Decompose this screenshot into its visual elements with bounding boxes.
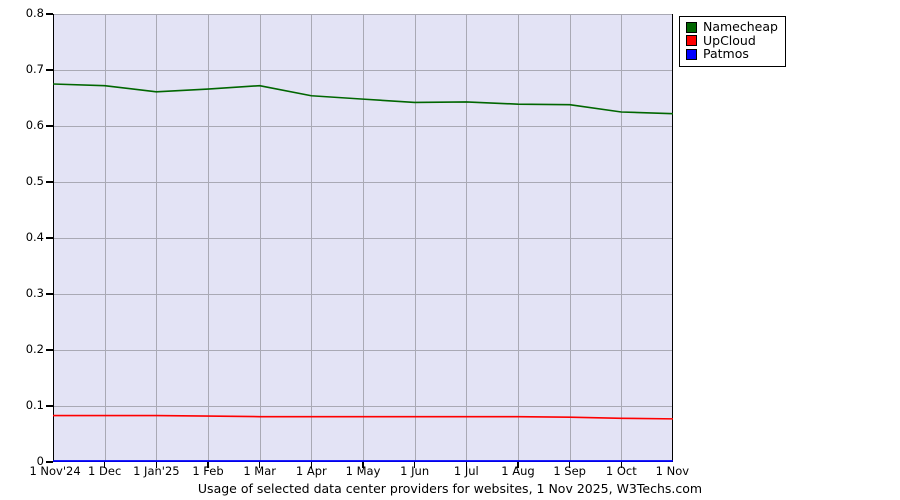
- gridline-vertical: [208, 14, 209, 462]
- x-tick-label: 1 Nov: [655, 464, 690, 478]
- y-tick-mark: [46, 349, 53, 351]
- legend-swatch-icon: [686, 48, 697, 60]
- gridline-vertical: [621, 14, 623, 462]
- legend-label: Patmos: [703, 46, 749, 61]
- x-tick-label: 1 Mar: [243, 464, 276, 478]
- series-line-upcloud: [53, 414, 674, 420]
- x-tick-label: 1 Jun: [400, 464, 430, 478]
- y-tick-mark: [46, 237, 53, 239]
- x-tick-mark: [310, 462, 313, 468]
- legend-label: Namecheap: [703, 19, 778, 34]
- chart-caption: Usage of selected data center providers …: [197, 481, 703, 496]
- y-tick-label: 0.6: [25, 118, 44, 132]
- y-tick-label: 0.2: [25, 342, 44, 356]
- legend-swatch-icon: [686, 35, 697, 47]
- x-tick-label: 1 Jul: [453, 464, 479, 478]
- x-tick-mark: [103, 462, 106, 468]
- series-line-namecheap: [52, 83, 674, 115]
- x-tick-label: 1 Nov'24: [29, 464, 81, 478]
- y-tick-label: 0.4: [25, 230, 44, 244]
- y-tick-label: 0.8: [25, 6, 44, 20]
- y-tick-label: 0.1: [25, 398, 44, 412]
- gridline-vertical: [156, 14, 158, 462]
- legend-item-patmos: Patmos: [686, 46, 778, 61]
- legend-item-namecheap: Namecheap: [686, 19, 778, 34]
- y-tick-mark: [46, 13, 53, 15]
- chart-legend: Namecheap UpCloud Patmos: [679, 16, 786, 67]
- plot-right-spine: [672, 14, 674, 462]
- y-tick-mark: [46, 125, 53, 127]
- y-tick-label: 0.7: [25, 62, 44, 76]
- x-tick-mark: [362, 462, 364, 468]
- legend-swatch-icon: [686, 21, 697, 33]
- y-tick-mark: [46, 405, 53, 407]
- gridline-vertical: [311, 14, 313, 462]
- x-tick-label: 1 Sep: [553, 464, 586, 478]
- x-tick-label: 1 Dec: [88, 464, 122, 478]
- series-lines: [52, 83, 674, 462]
- y-tick-label: 0.5: [25, 174, 44, 188]
- y-tick-label: 0: [36, 454, 44, 468]
- x-tick-mark: [413, 462, 416, 468]
- legend-item-upcloud: UpCloud: [686, 32, 778, 48]
- x-tick-label: 1 Apr: [295, 464, 327, 478]
- gridline-vertical: [104, 14, 106, 462]
- y-tick-mark: [46, 181, 53, 183]
- x-tick-mark: [465, 462, 468, 468]
- y-tick-label: 0.3: [25, 286, 44, 300]
- gridline-vertical: [569, 14, 571, 462]
- gridline-vertical: [466, 14, 468, 462]
- y-tick-mark: [46, 461, 53, 463]
- y-tick-mark: [46, 69, 53, 71]
- x-tick-label: 1 Feb: [192, 464, 224, 478]
- y-tick-mark: [46, 293, 53, 295]
- legend-label: UpCloud: [703, 32, 756, 48]
- x-tick-mark: [258, 462, 261, 468]
- x-tick-label: 1 Jan'25: [133, 464, 180, 478]
- x-tick-mark: [155, 462, 158, 468]
- gridline-vertical: [414, 14, 416, 462]
- x-tick-mark: [207, 462, 209, 468]
- gridline-vertical: [518, 14, 519, 462]
- x-tick-mark: [517, 462, 519, 468]
- x-tick-mark: [568, 462, 571, 468]
- x-tick-label: 1 May: [345, 464, 381, 478]
- gridline-vertical: [363, 14, 364, 462]
- x-tick-label: 1 Aug: [501, 464, 535, 478]
- x-tick-mark: [620, 462, 623, 468]
- x-tick-label: 1 Oct: [605, 464, 637, 478]
- gridline-vertical: [259, 14, 261, 462]
- plot-area: [53, 14, 673, 462]
